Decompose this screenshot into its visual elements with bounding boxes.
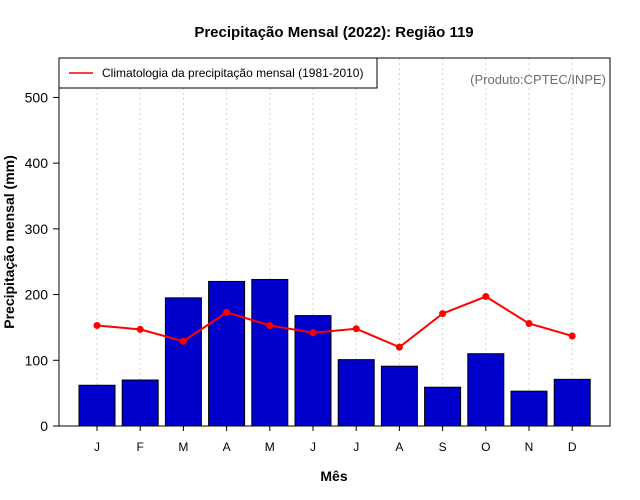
y-tick-label: 200 [25,287,49,303]
climatology-line-path [96,295,573,349]
bar [78,384,116,427]
x-axis-label: Mês [320,468,347,484]
bar [251,278,289,427]
y-tick-label: 100 [25,352,49,368]
bar [510,390,548,427]
climatology-point [309,329,317,337]
y-axis: 0 100 200 300 400 500 [25,89,59,434]
x-tick-label: J [94,440,100,454]
y-tick-label: 0 [40,418,48,434]
climatology-point [266,321,274,329]
climatology-point [568,332,576,340]
climatology-point [439,310,447,318]
climatology-point [223,308,231,316]
legend: Climatologia da precipitação mensal (198… [58,57,378,89]
x-tick-label: S [439,440,447,454]
x-tick-label: O [481,440,490,454]
y-axis-label: Precipitação mensal (mm) [1,155,17,329]
bar [424,386,462,427]
bar [337,359,375,427]
climatology-point [482,293,490,301]
x-tick-label: J [310,440,316,454]
climatology-point [136,325,144,333]
x-tick-label: N [525,440,534,454]
legend-box [58,57,378,89]
x-tick-label: A [223,440,231,454]
x-tick-label: M [178,440,188,454]
bar [380,365,418,427]
x-tick-label: F [137,440,144,454]
y-tick-label: 400 [25,155,49,171]
bar [553,378,591,427]
climatology-point [93,321,101,329]
bar [121,379,159,427]
bars [78,278,591,427]
legend-label-climatology: Climatologia da precipitação mensal (198… [102,66,363,80]
y-tick-label: 500 [25,89,49,105]
climatology-point [525,319,533,327]
climatology-point [352,325,360,333]
bar [467,353,505,427]
x-tick-label: A [395,440,403,454]
climatology-line [93,293,576,351]
x-tick-label: J [353,440,359,454]
bar [208,280,246,427]
bar [164,297,202,427]
y-tick-label: 300 [25,221,49,237]
x-tick-label: M [265,440,275,454]
x-tick-label: D [568,440,577,454]
chart-title: Precipitação Mensal (2022): Região 119 [194,24,473,41]
plot-frame [58,57,611,427]
source-label: (Produto:CPTEC/INPE) [470,72,606,87]
climatology-point [395,343,403,351]
climatology-point [179,337,187,345]
